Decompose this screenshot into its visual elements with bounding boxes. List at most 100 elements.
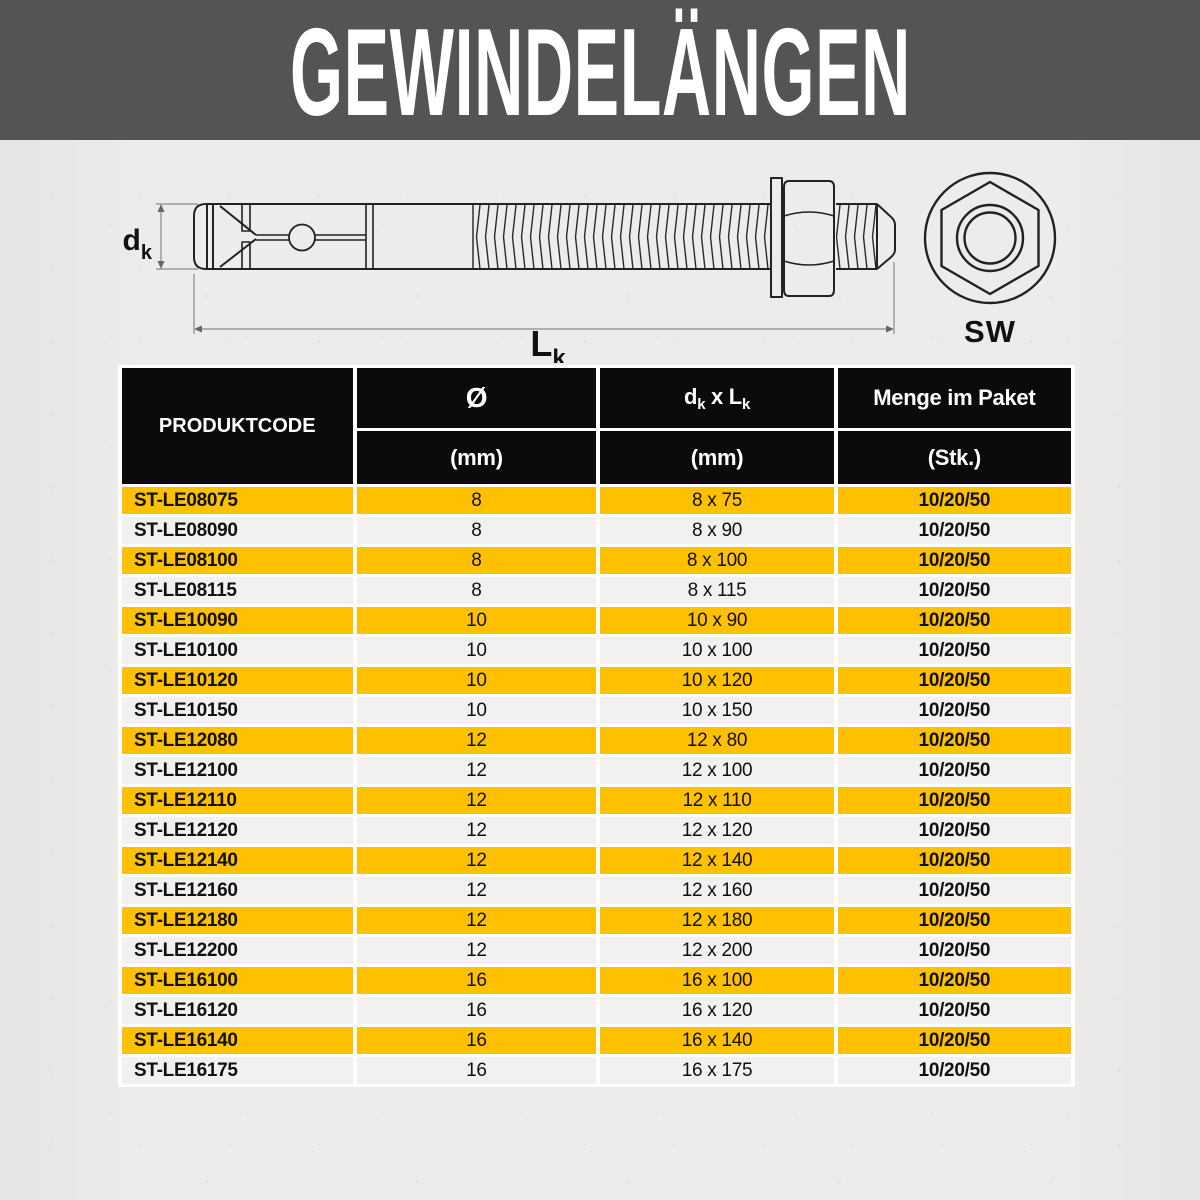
- cell-produktcode: ST-LE12110: [122, 787, 353, 814]
- cell-diameter: 8: [356, 577, 597, 604]
- cell-diameter: 12: [356, 817, 597, 844]
- cell-qty: 10/20/50: [837, 757, 1071, 784]
- cell-qty: 10/20/50: [837, 1057, 1071, 1084]
- table-row: ST-LE12140 12 12 x 140 10/20/50: [122, 847, 1071, 874]
- cell-size: 8 x 100: [600, 547, 834, 574]
- anchor-head: [193, 203, 214, 270]
- table-row: ST-LE16175 16 16 x 175 10/20/50: [122, 1057, 1071, 1084]
- cell-produktcode: ST-LE16120: [122, 997, 353, 1024]
- table-row: ST-LE12120 12 12 x 120 10/20/50: [122, 817, 1071, 844]
- cell-size: 12 x 120: [600, 817, 834, 844]
- cell-size: 8 x 115: [600, 577, 834, 604]
- cell-produktcode: ST-LE12120: [122, 817, 353, 844]
- table-row: ST-LE12080 12 12 x 80 10/20/50: [122, 727, 1071, 754]
- cell-size: 12 x 160: [600, 877, 834, 904]
- header-menge: Menge im Paket: [837, 368, 1071, 428]
- cell-qty: 10/20/50: [837, 517, 1071, 544]
- cell-size: 10 x 90: [600, 607, 834, 634]
- cell-diameter: 8: [356, 487, 597, 514]
- cell-diameter: 12: [356, 907, 597, 934]
- cell-produktcode: ST-LE10090: [122, 607, 353, 634]
- spec-table: PRODUKTCODE Ø dk x Lk Menge im Paket (mm…: [118, 365, 1075, 1087]
- cell-size: 10 x 100: [600, 637, 834, 664]
- cell-size: 12 x 100: [600, 757, 834, 784]
- cell-diameter: 16: [356, 1027, 597, 1054]
- cell-qty: 10/20/50: [837, 547, 1071, 574]
- cell-produktcode: ST-LE08115: [122, 577, 353, 604]
- cell-produktcode: ST-LE10120: [122, 667, 353, 694]
- cell-diameter: 12: [356, 727, 597, 754]
- cell-size: 10 x 150: [600, 697, 834, 724]
- table-row: ST-LE08115 8 8 x 115 10/20/50: [122, 577, 1071, 604]
- header-diameter-unit: (mm): [356, 431, 597, 484]
- header-size-unit: (mm): [600, 431, 834, 484]
- dimension-dk: [156, 203, 198, 270]
- cell-produktcode: ST-LE16175: [122, 1057, 353, 1084]
- cell-produktcode: ST-LE12180: [122, 907, 353, 934]
- cell-size: 12 x 200: [600, 937, 834, 964]
- thread-stub: [836, 203, 877, 270]
- anchor-technical-drawing: dk Lk: [123, 171, 1057, 363]
- table-row: ST-LE08075 8 8 x 75 10/20/50: [122, 487, 1071, 514]
- cell-qty: 10/20/50: [837, 877, 1071, 904]
- anchor-side-view: [193, 177, 896, 298]
- cell-diameter: 16: [356, 967, 597, 994]
- cell-produktcode: ST-LE12100: [122, 757, 353, 784]
- cell-diameter: 12: [356, 787, 597, 814]
- cell-produktcode: ST-LE08090: [122, 517, 353, 544]
- cell-qty: 10/20/50: [837, 817, 1071, 844]
- cell-size: 10 x 120: [600, 667, 834, 694]
- header-dk-x-lk: dk x Lk: [600, 368, 834, 428]
- cell-produktcode: ST-LE12200: [122, 937, 353, 964]
- table-row: ST-LE12200 12 12 x 200 10/20/50: [122, 937, 1071, 964]
- cell-size: 16 x 120: [600, 997, 834, 1024]
- cell-diameter: 10: [356, 607, 597, 634]
- cell-size: 16 x 175: [600, 1057, 834, 1084]
- cell-size: 12 x 80: [600, 727, 834, 754]
- table-row: ST-LE12110 12 12 x 110 10/20/50: [122, 787, 1071, 814]
- cell-qty: 10/20/50: [837, 1027, 1071, 1054]
- table-row: ST-LE16140 16 16 x 140 10/20/50: [122, 1027, 1071, 1054]
- cell-qty: 10/20/50: [837, 727, 1071, 754]
- cell-qty: 10/20/50: [837, 907, 1071, 934]
- table-row: ST-LE16100 16 16 x 100 10/20/50: [122, 967, 1071, 994]
- table-row: ST-LE12160 12 12 x 160 10/20/50: [122, 877, 1071, 904]
- cell-produktcode: ST-LE08100: [122, 547, 353, 574]
- cell-produktcode: ST-LE08075: [122, 487, 353, 514]
- dimension-lk: [193, 262, 895, 334]
- table-row: ST-LE10150 10 10 x 150 10/20/50: [122, 697, 1071, 724]
- cell-qty: 10/20/50: [837, 667, 1071, 694]
- cell-produktcode: ST-LE12140: [122, 847, 353, 874]
- dk-label: dk: [123, 224, 153, 264]
- cell-produktcode: ST-LE12080: [122, 727, 353, 754]
- cell-produktcode: ST-LE10150: [122, 697, 353, 724]
- cell-qty: 10/20/50: [837, 967, 1071, 994]
- anchor-tip: [876, 203, 896, 270]
- page-title: GEWINDELÄNGEN: [289, 4, 911, 142]
- cell-qty: 10/20/50: [837, 787, 1071, 814]
- table-header: PRODUKTCODE Ø dk x Lk Menge im Paket (mm…: [122, 368, 1071, 484]
- hex-nut-side: [783, 180, 835, 297]
- cell-diameter: 16: [356, 1057, 597, 1084]
- cell-diameter: 12: [356, 937, 597, 964]
- cell-diameter: 16: [356, 997, 597, 1024]
- table-row: ST-LE16120 16 16 x 120 10/20/50: [122, 997, 1071, 1024]
- table-row: ST-LE12100 12 12 x 100 10/20/50: [122, 757, 1071, 784]
- cell-size: 12 x 180: [600, 907, 834, 934]
- table-row: ST-LE12180 12 12 x 180 10/20/50: [122, 907, 1071, 934]
- cell-produktcode: ST-LE12160: [122, 877, 353, 904]
- cell-size: 16 x 100: [600, 967, 834, 994]
- cell-produktcode: ST-LE16140: [122, 1027, 353, 1054]
- cell-qty: 10/20/50: [837, 937, 1071, 964]
- header-diameter: Ø: [356, 368, 597, 428]
- cell-qty: 10/20/50: [837, 637, 1071, 664]
- cell-produktcode: ST-LE10100: [122, 637, 353, 664]
- thread-section: [472, 204, 770, 269]
- cell-qty: 10/20/50: [837, 607, 1071, 634]
- cell-qty: 10/20/50: [837, 997, 1071, 1024]
- washer: [770, 177, 783, 298]
- cell-diameter: 8: [356, 547, 597, 574]
- table-body: ST-LE08075 8 8 x 75 10/20/50 ST-LE08090 …: [122, 487, 1071, 1084]
- cell-size: 16 x 140: [600, 1027, 834, 1054]
- cell-diameter: 10: [356, 637, 597, 664]
